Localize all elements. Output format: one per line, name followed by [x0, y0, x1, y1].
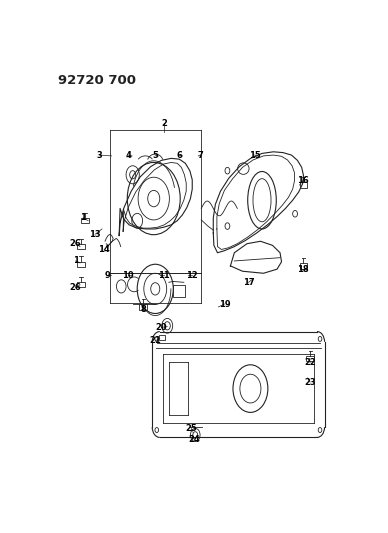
- Text: 22: 22: [304, 358, 316, 367]
- Bar: [77, 262, 85, 267]
- Text: 17: 17: [242, 278, 254, 287]
- Bar: [173, 285, 185, 297]
- Text: 15: 15: [249, 150, 260, 159]
- Text: 92720 700: 92720 700: [57, 74, 135, 87]
- Bar: [159, 335, 165, 340]
- Text: 26: 26: [70, 239, 81, 248]
- Text: 16: 16: [297, 176, 308, 185]
- Bar: [139, 304, 147, 310]
- Text: 7: 7: [197, 150, 203, 159]
- Text: 12: 12: [186, 271, 198, 280]
- Text: 1: 1: [80, 213, 86, 222]
- Text: 26: 26: [70, 283, 81, 292]
- Text: 9: 9: [104, 271, 110, 280]
- Bar: [77, 244, 85, 249]
- Text: 23: 23: [304, 377, 316, 386]
- Text: 20: 20: [156, 323, 167, 332]
- Text: 21: 21: [149, 336, 161, 345]
- Bar: [306, 356, 314, 361]
- Text: 1: 1: [73, 256, 78, 265]
- Text: 24: 24: [189, 435, 200, 444]
- Text: 18: 18: [297, 265, 308, 274]
- Text: 6: 6: [177, 150, 182, 159]
- Bar: [77, 282, 85, 287]
- Text: 19: 19: [218, 300, 230, 309]
- Text: 5: 5: [152, 150, 158, 159]
- Text: 11: 11: [158, 271, 170, 280]
- Text: 14: 14: [98, 245, 110, 254]
- Text: 2: 2: [161, 119, 167, 128]
- Text: 4: 4: [125, 150, 131, 159]
- Bar: [300, 182, 307, 188]
- Bar: [300, 263, 307, 269]
- Text: 3: 3: [97, 150, 102, 159]
- Text: 25: 25: [185, 424, 197, 433]
- Bar: [81, 218, 89, 223]
- Text: 10: 10: [122, 271, 134, 280]
- Text: 13: 13: [89, 230, 101, 239]
- Text: 8: 8: [140, 305, 146, 314]
